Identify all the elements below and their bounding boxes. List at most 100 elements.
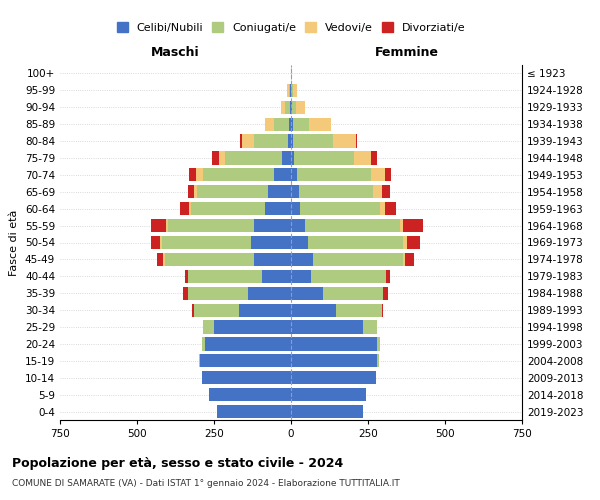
Bar <box>188 270 262 283</box>
Bar <box>382 185 389 198</box>
Y-axis label: Fasce di età: Fasce di età <box>10 210 19 276</box>
Bar <box>405 253 414 266</box>
Bar <box>217 405 291 418</box>
Bar <box>185 270 188 283</box>
Bar <box>165 253 254 266</box>
Bar <box>282 152 291 164</box>
Bar <box>194 304 239 316</box>
Bar <box>194 185 197 198</box>
Bar <box>291 388 367 401</box>
Bar <box>188 185 194 198</box>
Text: Popolazione per età, sesso e stato civile - 2024: Popolazione per età, sesso e stato civil… <box>12 458 343 470</box>
Bar <box>265 118 274 131</box>
Bar <box>284 100 290 114</box>
Bar <box>299 185 373 198</box>
Bar <box>274 168 291 181</box>
Bar <box>254 134 288 147</box>
Bar <box>291 320 364 334</box>
Bar <box>313 253 403 266</box>
Bar <box>371 168 385 181</box>
Bar <box>188 286 248 300</box>
Bar <box>218 152 225 164</box>
Bar <box>197 185 268 198</box>
Bar <box>385 202 396 215</box>
Bar <box>289 118 291 131</box>
Bar <box>380 202 385 215</box>
Bar <box>203 320 214 334</box>
Bar <box>291 236 308 249</box>
Bar <box>248 286 291 300</box>
Bar <box>305 219 400 232</box>
Bar <box>205 338 291 350</box>
Text: Femmine: Femmine <box>374 46 439 59</box>
Bar <box>163 253 165 266</box>
Bar <box>400 219 403 232</box>
Text: Maschi: Maschi <box>151 46 200 59</box>
Bar <box>291 253 313 266</box>
Bar <box>291 219 305 232</box>
Bar <box>385 168 391 181</box>
Bar <box>242 134 254 147</box>
Bar <box>262 270 291 283</box>
Bar <box>239 304 291 316</box>
Bar <box>291 202 300 215</box>
Bar <box>281 100 284 114</box>
Bar <box>151 236 160 249</box>
Bar <box>296 100 305 114</box>
Bar <box>371 152 377 164</box>
Bar <box>225 152 282 164</box>
Bar <box>335 304 382 316</box>
Bar <box>289 84 290 97</box>
Bar <box>291 67 292 80</box>
Bar <box>377 354 379 368</box>
Bar <box>254 219 291 232</box>
Bar <box>180 202 190 215</box>
Bar <box>274 118 289 131</box>
Bar <box>300 202 380 215</box>
Bar <box>291 338 377 350</box>
Bar <box>356 134 357 147</box>
Bar <box>293 134 332 147</box>
Bar <box>200 354 291 368</box>
Bar <box>290 100 291 114</box>
Bar <box>291 270 311 283</box>
Legend: Celibi/Nubili, Coniugati/e, Vedovi/e, Divorziati/e: Celibi/Nubili, Coniugati/e, Vedovi/e, Di… <box>112 18 470 37</box>
Bar <box>202 371 291 384</box>
Bar <box>294 152 354 164</box>
Bar <box>161 236 251 249</box>
Bar <box>291 100 292 114</box>
Bar <box>166 219 168 232</box>
Bar <box>383 286 388 300</box>
Bar <box>157 253 163 266</box>
Bar <box>151 219 166 232</box>
Bar <box>193 304 194 316</box>
Bar <box>214 320 291 334</box>
Bar <box>403 219 424 232</box>
Bar <box>190 168 196 181</box>
Bar <box>291 286 323 300</box>
Bar <box>297 168 371 181</box>
Bar <box>291 354 377 368</box>
Bar <box>209 388 291 401</box>
Bar <box>168 219 254 232</box>
Bar <box>254 253 291 266</box>
Bar <box>190 202 191 215</box>
Bar <box>364 320 377 334</box>
Bar <box>160 236 161 249</box>
Bar <box>377 338 380 350</box>
Bar <box>311 270 386 283</box>
Bar <box>291 168 297 181</box>
Bar <box>373 185 382 198</box>
Bar <box>291 185 299 198</box>
Bar <box>265 202 291 215</box>
Bar <box>183 286 188 300</box>
Bar <box>203 168 274 181</box>
Bar <box>202 338 205 350</box>
Bar <box>290 84 291 97</box>
Bar <box>288 134 291 147</box>
Bar <box>287 84 289 97</box>
Bar <box>291 304 335 316</box>
Bar <box>292 84 293 97</box>
Bar <box>291 118 293 131</box>
Bar <box>293 84 298 97</box>
